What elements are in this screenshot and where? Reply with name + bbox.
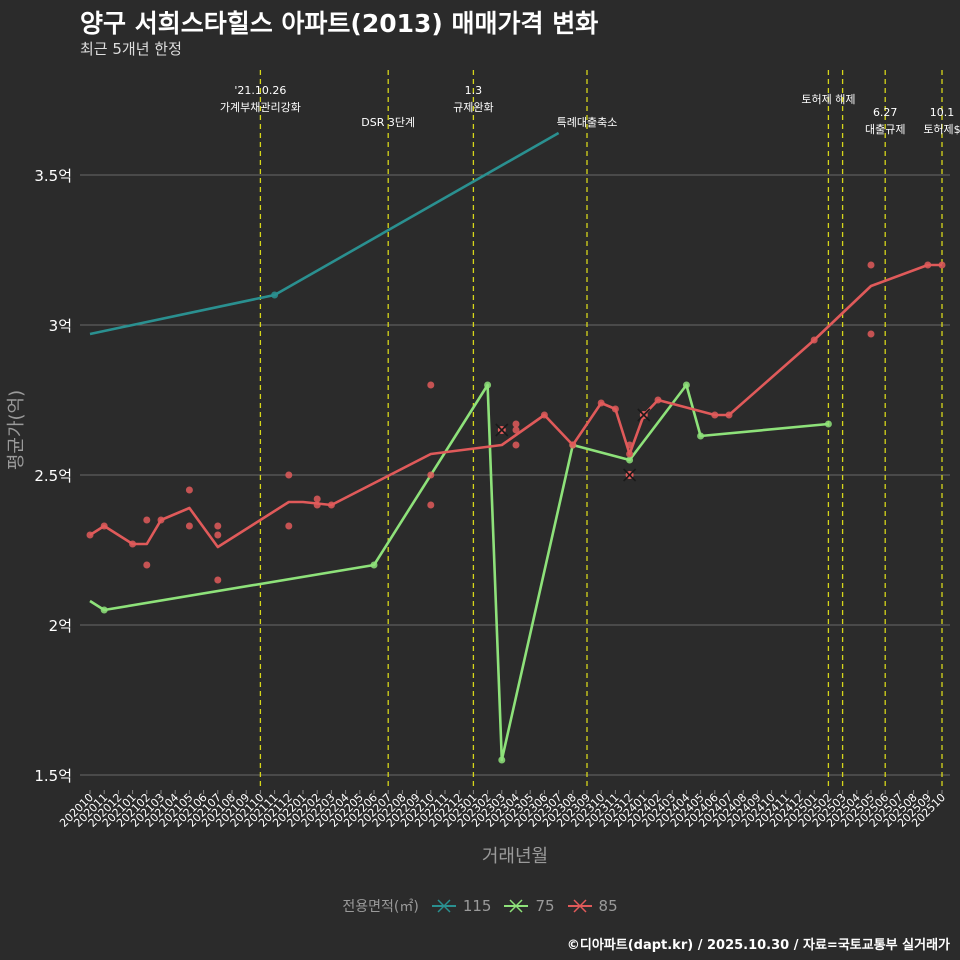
data-point-75 xyxy=(697,432,705,440)
data-point-85 xyxy=(327,501,335,509)
legend-label-75: 75 xyxy=(535,897,555,915)
data-point-75 xyxy=(824,420,832,428)
data-point-85 xyxy=(512,426,520,434)
data-point-75 xyxy=(484,381,492,389)
data-point-85 xyxy=(285,522,293,530)
data-point-85 xyxy=(427,471,435,479)
data-point-85 xyxy=(725,411,733,419)
event-label: 가계부채관리강화 xyxy=(220,101,301,114)
event-label: 토허제$ xyxy=(923,123,960,136)
data-point-85 xyxy=(86,531,94,539)
data-point-85 xyxy=(214,522,222,530)
data-point-85 xyxy=(711,411,719,419)
price-chart: 1.5억2억2.5억3억3.5억202010202011202012202101… xyxy=(6,70,960,867)
y-tick-label: 1.5억 xyxy=(34,767,72,785)
event-label: 대출규제 xyxy=(865,123,905,136)
data-point-75 xyxy=(682,381,690,389)
data-point-85 xyxy=(867,261,875,269)
cross-mark-85 xyxy=(637,408,651,422)
chart-subtitle: 최근 5개년 한정 xyxy=(80,40,182,58)
x-axis-title: 거래년월 xyxy=(482,846,548,867)
data-point-85 xyxy=(810,336,818,344)
data-point-85 xyxy=(597,399,605,407)
data-point-85 xyxy=(924,261,932,269)
event-label: '21.10.26 xyxy=(234,84,286,97)
data-point-85 xyxy=(143,516,151,524)
event-label: 토허제 해제 xyxy=(801,92,855,106)
cross-mark-85 xyxy=(495,423,509,437)
y-tick-label: 3.5억 xyxy=(34,167,72,185)
legend-title: 전용면적(㎡) xyxy=(342,899,419,915)
series-line-75 xyxy=(89,383,829,762)
data-point-85 xyxy=(143,561,151,569)
data-point-85 xyxy=(626,450,634,458)
data-point-85 xyxy=(313,501,321,509)
legend-item-115[interactable]: 115 xyxy=(431,896,492,916)
y-axis-title: 평균가(억) xyxy=(6,390,27,470)
data-point-75 xyxy=(100,606,108,614)
data-point-75 xyxy=(370,561,378,569)
data-point-85 xyxy=(185,486,193,494)
event-label: DSR 3단계 xyxy=(361,116,415,129)
source-caption: ©디아파트(dapt.kr) / 2025.10.30 / 자료=국토교통부 실… xyxy=(566,938,950,953)
legend-label-85: 85 xyxy=(598,897,618,915)
legend-key-115-icon xyxy=(431,899,456,913)
data-point-85 xyxy=(214,531,222,539)
data-point-85 xyxy=(626,441,634,449)
data-point-85 xyxy=(100,522,108,530)
series-line-115 xyxy=(89,131,560,336)
data-point-85 xyxy=(214,576,222,584)
y-tick-label: 3억 xyxy=(49,317,72,335)
data-point-85 xyxy=(313,495,321,503)
chart-title: 양구 서희스타힐스 아파트(2013) 매매가격 변화 xyxy=(80,9,599,38)
data-point-85 xyxy=(427,501,435,509)
data-point-85 xyxy=(654,396,662,404)
data-point-85 xyxy=(512,441,520,449)
legend-label-115: 115 xyxy=(462,897,492,915)
data-point-85 xyxy=(512,420,520,428)
legend-item-75[interactable]: 75 xyxy=(503,896,555,916)
cross-mark-85 xyxy=(623,468,637,482)
data-point-85 xyxy=(938,261,946,269)
data-point-85 xyxy=(611,405,619,413)
legend-item-85[interactable]: 85 xyxy=(567,896,618,916)
legend-key-75-icon xyxy=(504,899,529,913)
y-tick-label: 2억 xyxy=(49,617,72,635)
data-point-115 xyxy=(271,291,279,299)
data-point-85 xyxy=(285,471,293,479)
data-point-85 xyxy=(157,516,165,524)
event-label: 6.27 xyxy=(873,106,898,119)
event-label: 10.1 xyxy=(930,106,955,119)
legend-key-85-icon xyxy=(567,899,592,913)
y-tick-label: 2.5억 xyxy=(34,467,72,485)
data-point-75 xyxy=(498,756,506,764)
data-point-85 xyxy=(427,381,435,389)
data-point-85 xyxy=(867,330,875,338)
event-label: 1.3 xyxy=(465,84,483,97)
data-point-85 xyxy=(569,441,577,449)
event-label: 규제완화 xyxy=(453,101,493,114)
data-point-85 xyxy=(129,540,137,548)
event-label: 특례대출축소 xyxy=(557,116,618,129)
data-point-85 xyxy=(540,411,548,419)
data-point-75 xyxy=(626,456,634,464)
data-point-85 xyxy=(185,522,193,530)
legend: 전용면적(㎡) 115 75 85 xyxy=(0,896,960,916)
